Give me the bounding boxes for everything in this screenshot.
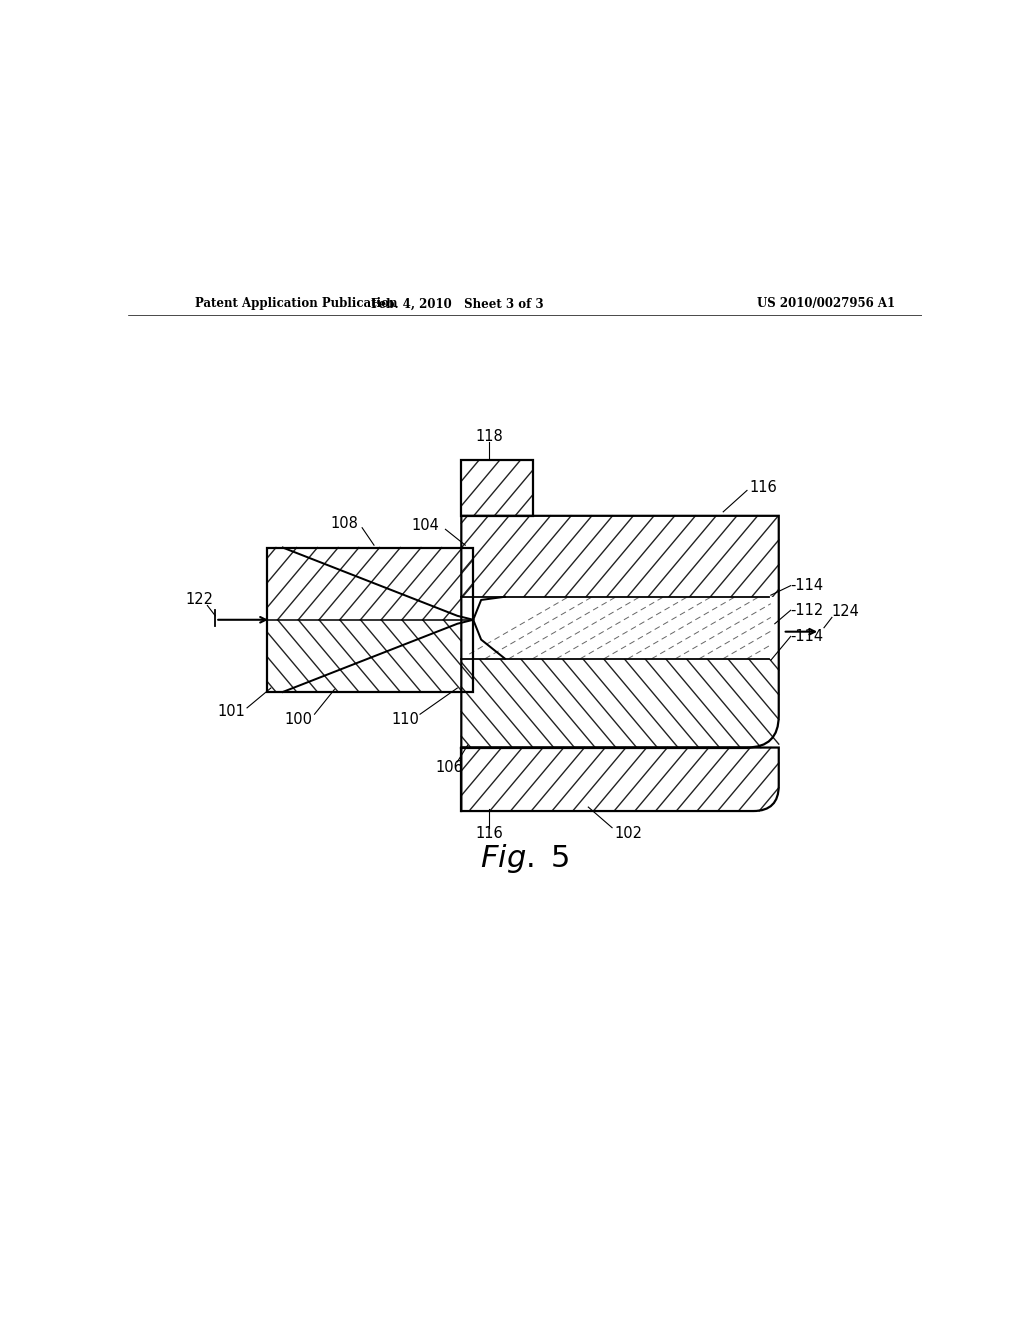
Bar [461, 747, 778, 810]
Text: 108: 108 [331, 516, 358, 531]
Text: 106: 106 [435, 760, 463, 775]
Text: Feb. 4, 2010   Sheet 3 of 3: Feb. 4, 2010 Sheet 3 of 3 [371, 297, 544, 310]
Text: 100: 100 [285, 713, 312, 727]
Bar [461, 597, 778, 659]
Text: 116: 116 [749, 479, 777, 495]
Text: -114: -114 [791, 578, 823, 593]
Text: -114: -114 [791, 628, 823, 644]
Text: 122: 122 [185, 593, 213, 607]
Bar [461, 461, 532, 516]
Bar [267, 548, 473, 692]
Bar [461, 461, 532, 516]
Text: Patent Application Publication: Patent Application Publication [196, 297, 398, 310]
Text: $\mathit{Fig.}\ \mathit{5}$: $\mathit{Fig.}\ \mathit{5}$ [480, 842, 569, 875]
Text: 104: 104 [412, 517, 439, 533]
Text: 124: 124 [831, 605, 860, 619]
Bar [461, 659, 778, 747]
Text: 118: 118 [475, 429, 503, 444]
Bar [267, 548, 473, 692]
Text: 110: 110 [392, 713, 420, 727]
Text: 116: 116 [475, 826, 503, 841]
Text: 101: 101 [217, 705, 245, 719]
Bar [461, 516, 778, 597]
Text: -112: -112 [791, 603, 824, 618]
Text: US 2010/0027956 A1: US 2010/0027956 A1 [758, 297, 895, 310]
Text: 102: 102 [614, 826, 642, 841]
